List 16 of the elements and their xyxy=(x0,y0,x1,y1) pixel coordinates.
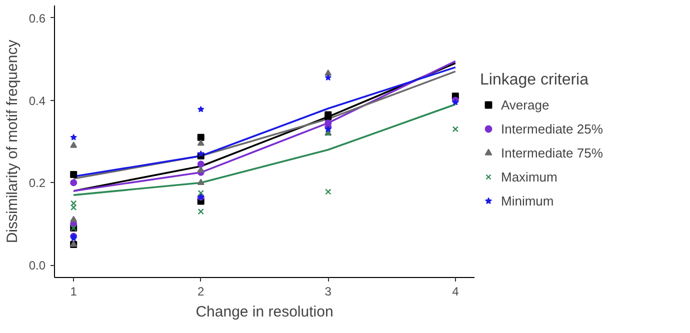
legend-label: Intermediate 25% xyxy=(501,121,603,136)
legend-label: Maximum xyxy=(501,169,558,184)
y-axis-title: Dissimilarity of motif frequency xyxy=(4,39,21,244)
y-tick-label: 0.6 xyxy=(28,11,46,26)
x-tick-label: 1 xyxy=(70,284,78,298)
legend-title: Linkage criteria xyxy=(480,72,590,90)
x-tick-label: 3 xyxy=(324,284,332,298)
legend-label: Minimum xyxy=(501,193,554,208)
x-tick-label: 2 xyxy=(198,284,205,298)
y-tick-label: 0.4 xyxy=(28,94,46,108)
x-tick-label: 4 xyxy=(452,284,460,298)
x-axis-title: Change in resolution xyxy=(196,304,334,320)
legend-label: Average xyxy=(501,97,550,112)
y-tick-label: 0.0 xyxy=(28,258,46,273)
y-tick-label: 0.2 xyxy=(28,176,46,190)
legend-label: Intermediate 75% xyxy=(501,145,603,160)
